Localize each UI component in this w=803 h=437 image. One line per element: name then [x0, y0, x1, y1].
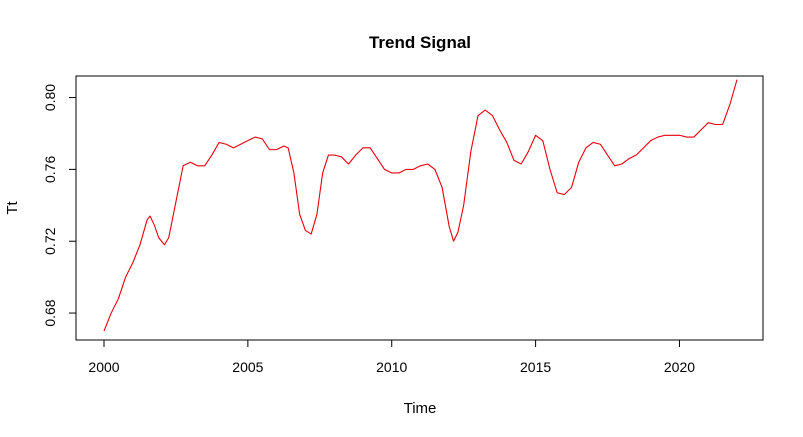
x-axis-label: Time	[404, 400, 437, 417]
x-tick-label: 2015	[520, 359, 551, 375]
y-axis: 0.68 0.72 0.76 0.80	[42, 84, 77, 327]
trend-series-line	[103, 79, 738, 332]
y-tick-label: 0.80	[42, 84, 58, 111]
x-tick-label: 2005	[232, 359, 263, 375]
x-tick-label: 2010	[376, 359, 407, 375]
x-tick-label: 2020	[664, 359, 695, 375]
y-tick-label: 0.72	[42, 227, 58, 254]
plot-frame	[75, 75, 764, 341]
y-tick-label: 0.68	[42, 299, 58, 326]
chart-title: Trend Signal	[369, 33, 471, 52]
y-tick-label: 0.76	[42, 156, 58, 183]
y-axis-label: Tt	[4, 201, 21, 215]
x-tick-label: 2000	[88, 359, 119, 375]
x-axis: 2000 2005 2010 2015 2020	[88, 339, 695, 375]
